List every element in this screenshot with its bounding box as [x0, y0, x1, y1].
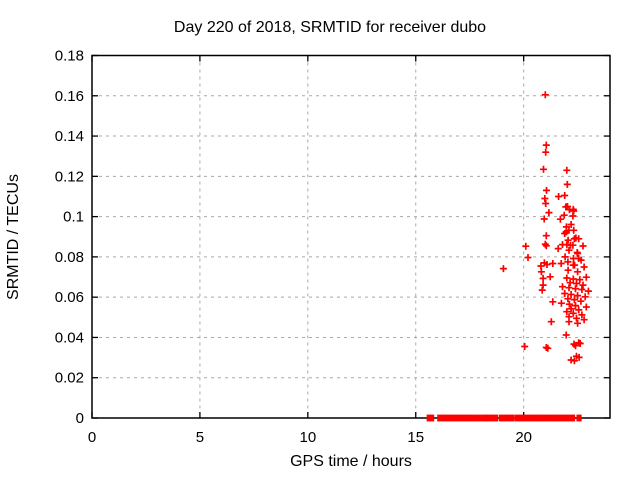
svg-text:0.08: 0.08	[55, 249, 84, 266]
svg-text:15: 15	[407, 429, 424, 446]
svg-text:0.16: 0.16	[55, 88, 84, 105]
plot-border	[91, 54, 611, 419]
y-tick-labels: 0 0.02 0.04 0.06 0.08 0.1 0.12 0.14 0.16 0.18	[55, 48, 84, 428]
svg-text:0: 0	[76, 410, 84, 427]
baseline-points	[426, 414, 582, 422]
svg-text:0.06: 0.06	[55, 289, 84, 306]
svg-text:5: 5	[196, 429, 204, 446]
svg-text:0.18: 0.18	[55, 48, 84, 65]
x-axis-title: GPS time / hours	[290, 453, 412, 470]
svg-text:0.12: 0.12	[55, 168, 84, 185]
tick-marks	[91, 54, 610, 419]
svg-text:0.1: 0.1	[63, 209, 84, 226]
svg-text:10: 10	[299, 429, 316, 446]
svg-text:0: 0	[88, 429, 96, 446]
y-axis-title: SRMTID / TECUs	[5, 174, 22, 300]
svg-text:0.14: 0.14	[55, 128, 84, 145]
svg-text:0.04: 0.04	[55, 329, 84, 346]
scatter-points	[499, 91, 592, 365]
chart-title: Day 220 of 2018, SRMTID for receiver dub…	[173, 19, 487, 36]
svg-text:20: 20	[515, 429, 532, 446]
svg-text:0.02: 0.02	[55, 370, 84, 387]
gridlines	[92, 55, 610, 418]
x-tick-labels: 0 5 10 15 20	[88, 429, 532, 446]
